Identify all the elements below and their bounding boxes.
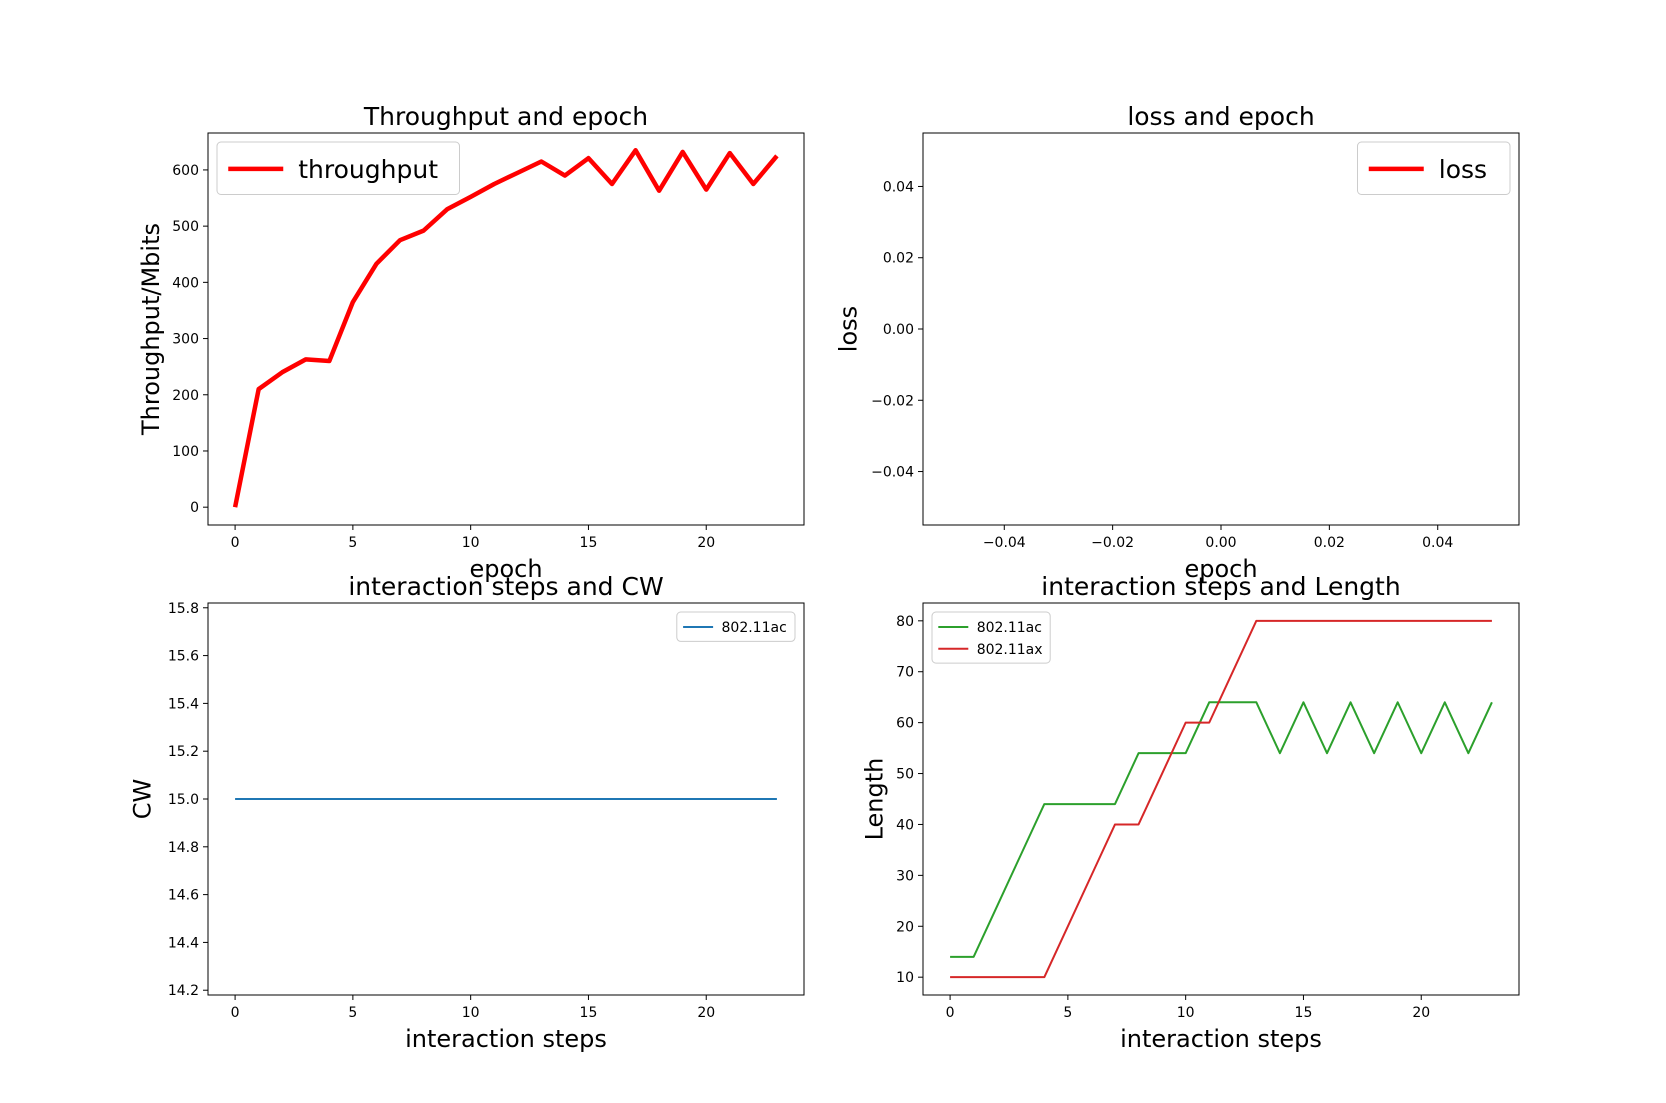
chart-3-xlabel: interaction steps [1120, 1025, 1322, 1053]
chart-3-title: interaction steps and Length [1041, 572, 1400, 601]
chart-3-ylabel: Length [861, 758, 889, 841]
chart-2-ytick-label: 15.4 [168, 696, 199, 712]
chart-3-series-line-1 [950, 619, 1492, 979]
chart-2-ytick-label: 14.8 [168, 840, 199, 856]
chart-2-legend-label: 802.11ac [722, 620, 787, 636]
chart-0-ytick-label: 600 [172, 163, 199, 179]
chart-0-ytick-label: 400 [172, 275, 199, 291]
chart-2-xlabel: interaction steps [405, 1025, 607, 1053]
chart-1-xtick-label: 0.00 [1205, 535, 1236, 551]
chart-3-legend-box [931, 611, 1051, 664]
chart-3-xtick-label: 10 [1177, 1005, 1195, 1021]
chart-1-xlabel: epoch [1184, 555, 1257, 583]
chart-2-xtick-label: 0 [231, 1005, 240, 1021]
subplot-length: 0 5 10 15 20 10 20 30 40 50 60 70 80 interaction step… [861, 572, 1520, 1053]
chart-0-xtick-label: 0 [231, 535, 240, 551]
chart-3-ytick-label: 50 [896, 767, 914, 783]
chart-2-xtick-label: 5 [348, 1005, 357, 1021]
chart-1-legend-label: loss [1439, 155, 1487, 184]
subplot-loss: −0.04 −0.02 0.00 0.02 0.04 −0.04 −0.02 0.00 0.02… [835, 102, 1520, 583]
chart-3-plot-area [923, 603, 1519, 995]
chart-3-ytick-label: 10 [896, 970, 914, 986]
chart-0-axes-frame [207, 132, 805, 526]
chart-3-xtick-label: 20 [1412, 1005, 1430, 1021]
chart-1-plot-area [923, 133, 1519, 525]
subplot-cw: 0 5 10 15 20 14.2 14.4 14.6 14.8 15.0 15.2 15.4 15.6… [128, 572, 805, 1053]
chart-3-legend-label: 802.11ax [977, 642, 1043, 658]
chart-2-ytick-label: 15.0 [168, 792, 199, 808]
chart-0-ytick-label: 200 [172, 388, 199, 404]
chart-0-ytick-label: 500 [172, 219, 199, 235]
chart-3-axes-frame [922, 602, 1520, 996]
chart-3-xtick-label: 0 [946, 1005, 955, 1021]
chart-2-xtick-label: 10 [462, 1005, 480, 1021]
chart-2-ytick-label: 14.6 [168, 888, 199, 904]
chart-0-xtick-label: 5 [348, 535, 357, 551]
chart-0-xtick-label: 15 [580, 535, 598, 551]
chart-1-ytick-label: 0.02 [883, 251, 914, 267]
chart-0-series-line-0 [232, 148, 779, 508]
chart-1-ytick-label: −0.02 [871, 393, 914, 409]
chart-2-legend-box [676, 611, 796, 642]
chart-0-ytick-label: 0 [190, 500, 199, 516]
chart-3-ytick-label: 30 [896, 868, 914, 884]
chart-1-ytick-label: 0.00 [883, 322, 914, 338]
chart-3-ytick-label: 80 [896, 614, 914, 630]
chart-1-legend: loss [1357, 141, 1511, 195]
chart-0-legend-label: throughput [298, 155, 438, 184]
chart-0-xtick-label: 20 [697, 535, 715, 551]
chart-3-legend: 802.11ac 802.11ax [931, 611, 1051, 664]
chart-1-ytick-label: −0.04 [871, 465, 914, 481]
chart-2-legend: 802.11ac [676, 611, 796, 642]
chart-0-ytick-label: 300 [172, 332, 199, 348]
chart-3-legend-label: 802.11ac [977, 620, 1042, 636]
chart-0-title: Throughput and epoch [363, 102, 648, 131]
chart-3-xtick-label: 15 [1295, 1005, 1313, 1021]
chart-1-xtick-label: −0.02 [1091, 535, 1134, 551]
chart-0-ytick-label: 100 [172, 444, 199, 460]
chart-2-ytick-label: 15.2 [168, 744, 199, 760]
chart-2-ytick-label: 15.8 [168, 601, 199, 617]
chart-3-ytick-label: 20 [896, 919, 914, 935]
chart-1-xtick-label: 0.02 [1314, 535, 1345, 551]
chart-3-xtick-label: 5 [1063, 1005, 1072, 1021]
chart-3-ytick-label: 60 [896, 716, 914, 732]
chart-2-xtick-label: 15 [580, 1005, 598, 1021]
chart-1-xtick-label: 0.04 [1422, 535, 1453, 551]
chart-3-series-line-0 [950, 701, 1493, 958]
chart-3-ytick-label: 70 [896, 665, 914, 681]
chart-0-xlabel: epoch [469, 555, 542, 583]
chart-1-ytick-label: 0.04 [883, 179, 914, 195]
chart-1-legend-box [1357, 141, 1511, 195]
chart-0-ylabel: Throughput/Mbits [137, 223, 165, 436]
chart-2-ytick-label: 14.4 [168, 935, 199, 951]
chart-0-legend: throughput [216, 141, 460, 195]
chart-2-xtick-label: 20 [697, 1005, 715, 1021]
chart-2-ylabel: CW [128, 779, 156, 820]
chart-0-plot-area [208, 133, 804, 525]
chart-1-title: loss and epoch [1127, 102, 1314, 131]
chart-3-ytick-label: 40 [896, 817, 914, 833]
chart-2-title: interaction steps and CW [348, 572, 663, 601]
chart-1-ylabel: loss [835, 306, 863, 352]
chart-2-ytick-label: 14.2 [168, 983, 199, 999]
chart-0-legend-box [216, 141, 460, 195]
chart-2-ytick-label: 15.6 [168, 649, 199, 665]
chart-1-xtick-label: −0.04 [983, 535, 1026, 551]
chart-0-xtick-label: 10 [462, 535, 480, 551]
